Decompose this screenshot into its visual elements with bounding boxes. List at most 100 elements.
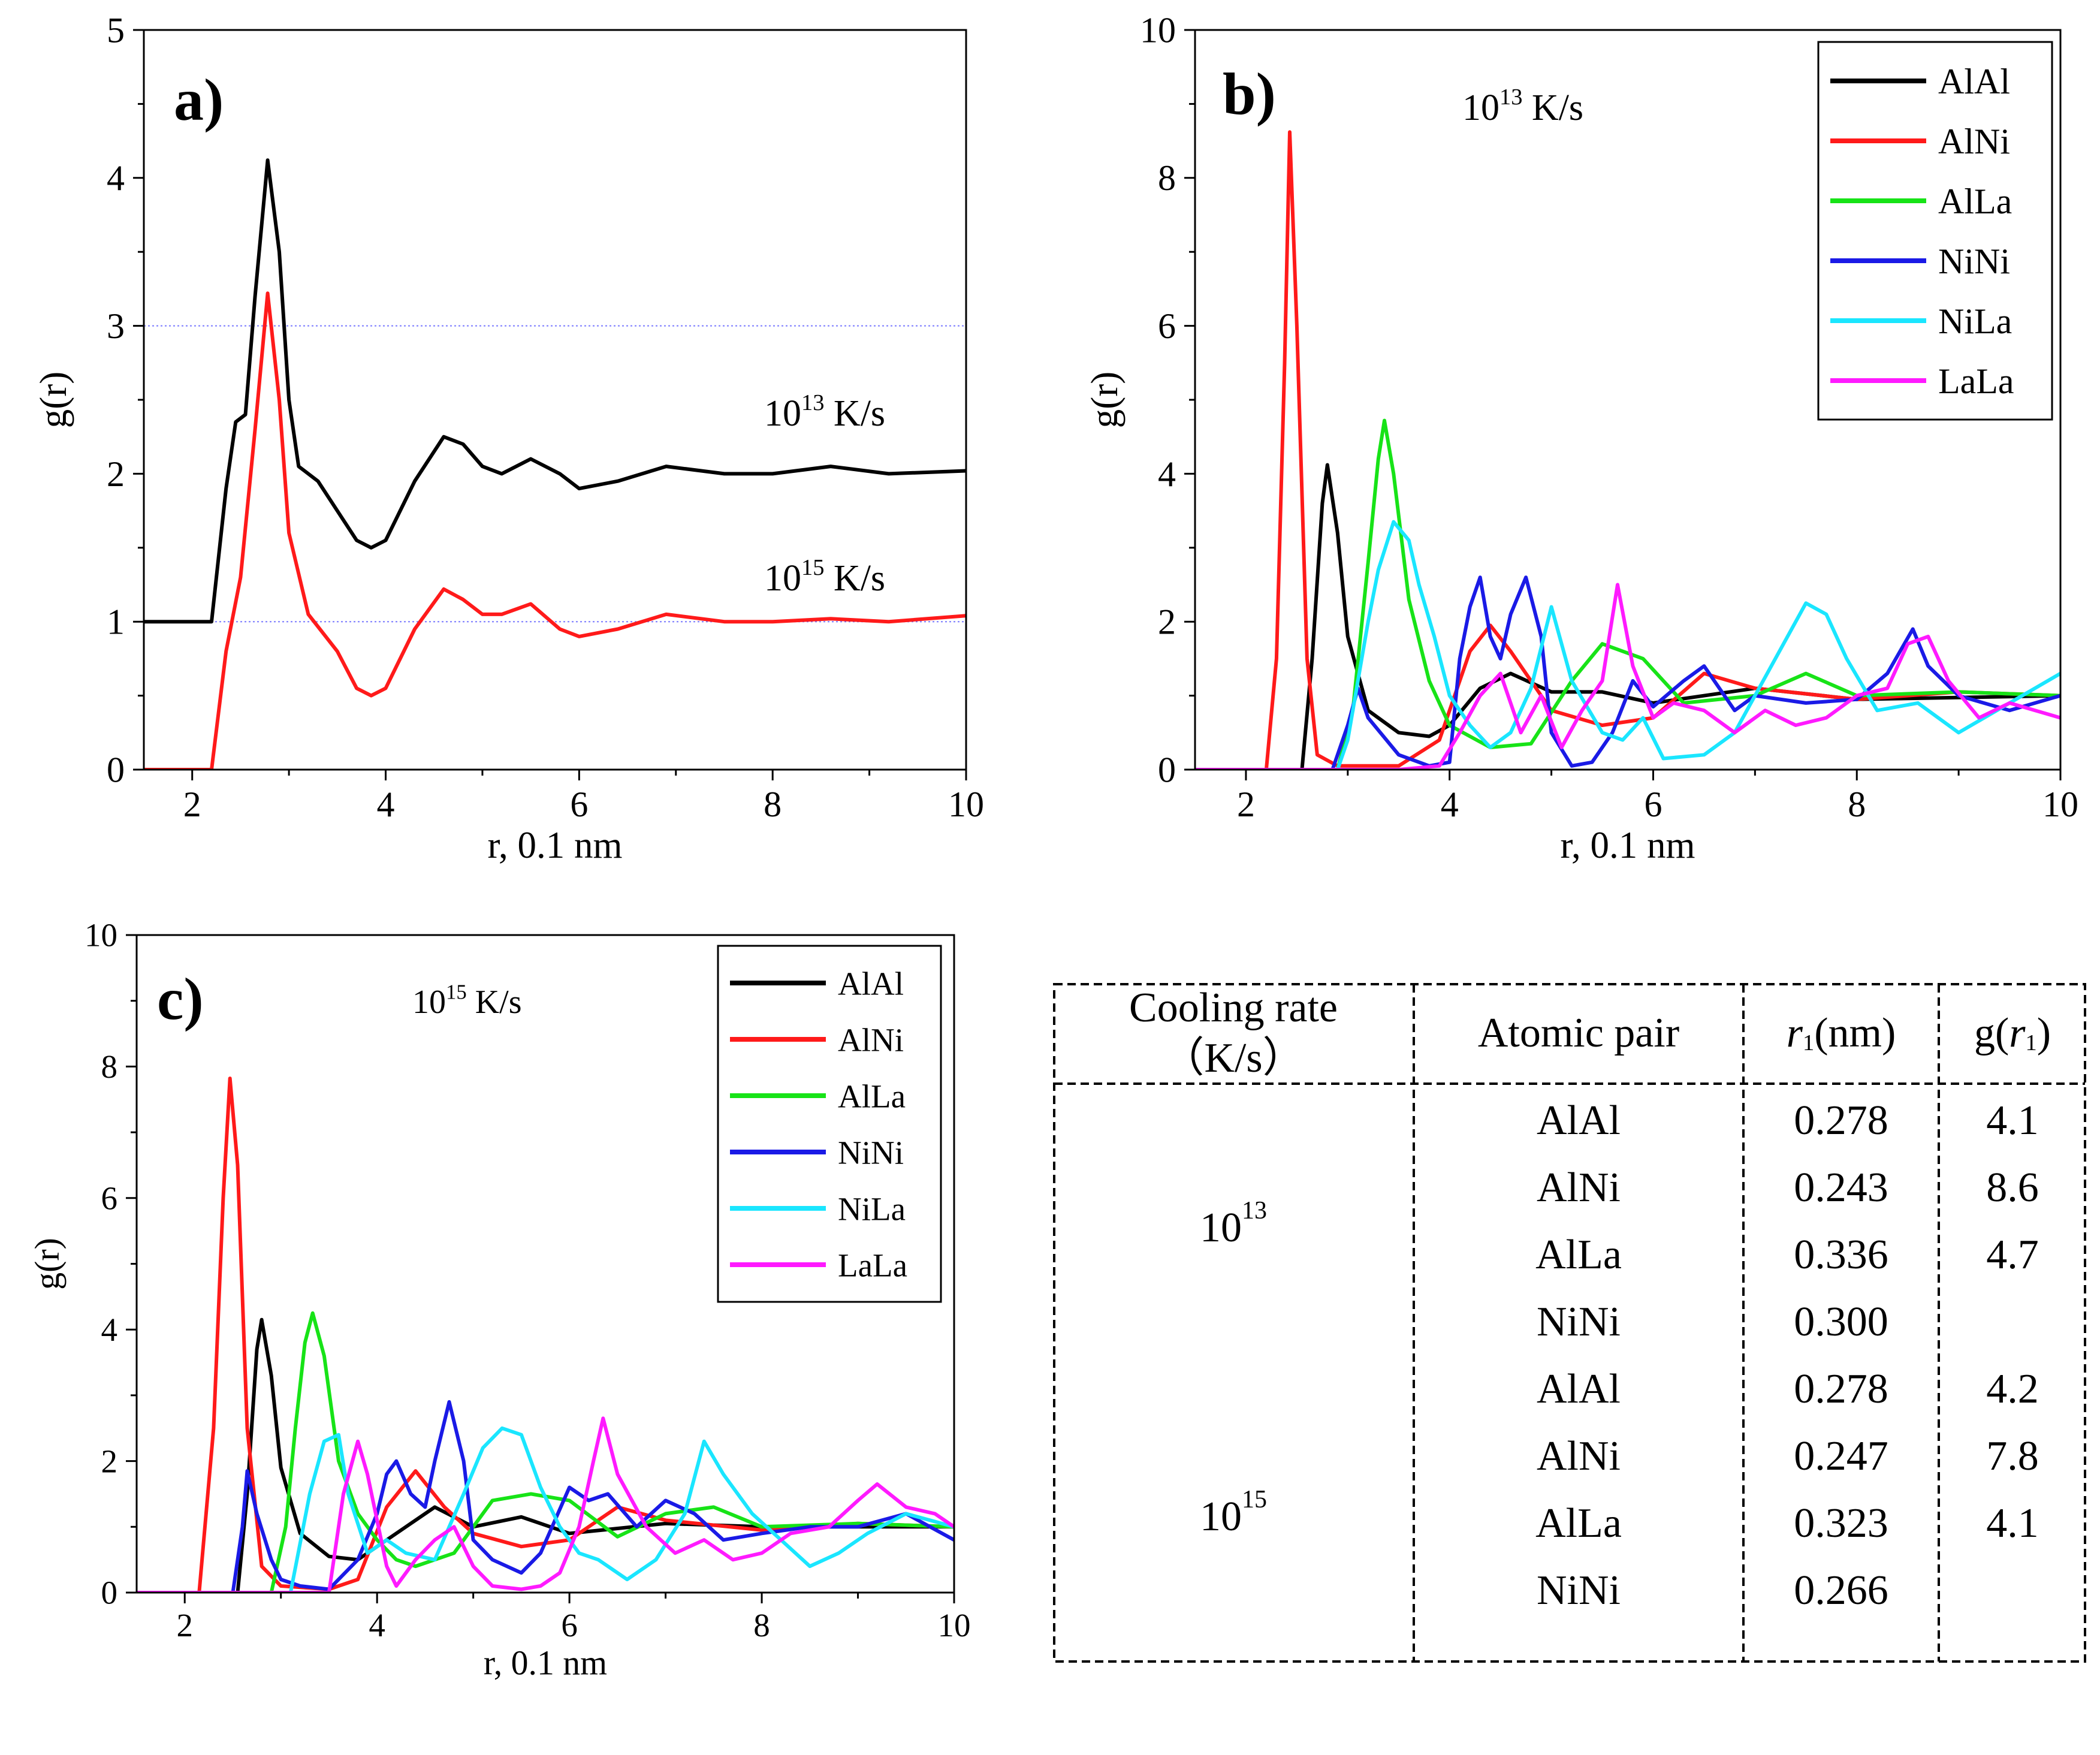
legend-label-alal: AlAl: [1938, 62, 2010, 101]
panel-b: 2 4 6 8 10 0 2 4 6 8 10 r, 0.1 nm g(r) b) 1013 K/s AlAl…: [1084, 10, 2078, 866]
x-tick-label: 2: [1237, 785, 1255, 824]
legend-label-nini: NiNi: [838, 1134, 904, 1171]
r1-cell: 0.278: [1794, 1097, 1888, 1144]
panel-label: a): [174, 67, 224, 133]
series-line-10-15-k-s: [144, 291, 966, 770]
legend: AlAl AlNi AlLa NiNi NiLa LaLa: [717, 945, 942, 1303]
header-g-sub: 1: [2025, 1030, 2037, 1056]
legend-label-alni: AlNi: [1938, 122, 2010, 161]
r1-cell: 0.266: [1794, 1567, 1888, 1614]
pair-cell: AlAl: [1537, 1366, 1621, 1412]
rate-exp: 15: [1242, 1486, 1267, 1514]
y-tick-label: 4: [101, 1311, 118, 1348]
header-cooling-rate-label: Cooling rate: [1129, 985, 1338, 1031]
x-tick-label: 6: [1644, 785, 1662, 824]
pair-cell: NiNi: [1537, 1567, 1621, 1614]
legend-label-alni: AlNi: [838, 1021, 904, 1058]
header-g-var: r: [2009, 1010, 2026, 1056]
y-tick-label: 2: [1158, 602, 1176, 642]
series-group: [144, 158, 966, 770]
series-line-10-13-k-s-offset-1-: [144, 158, 966, 624]
g-cell: [1939, 1289, 2086, 1356]
header-cooling-rate-unit: （K/s）: [1162, 1035, 1305, 1081]
g-cell: 4.7: [1986, 1232, 2039, 1278]
y-tick-label: 1: [107, 602, 125, 642]
panel-label: c): [157, 966, 204, 1032]
y-axis-label: g(r): [32, 372, 74, 428]
x-tick-label: 6: [561, 1607, 578, 1644]
rate-label: 1013 K/s: [1462, 85, 1583, 128]
y-axis-label: g(r): [1084, 372, 1126, 428]
y-tick-label: 0: [101, 1575, 118, 1611]
x-tick-label: 8: [1848, 785, 1866, 824]
x-tick-label: 4: [377, 785, 395, 824]
header-g-close: ): [2036, 1010, 2051, 1056]
rate-exp: 13: [1242, 1197, 1267, 1225]
series-line-nini: [1195, 575, 2060, 770]
panel-a: 2 4 6 8 10 0 1 2 3 4 5 r, 0.1 nm g(r) a) 1013 K/s 1015 …: [32, 10, 984, 866]
y-tick-label: 0: [1158, 750, 1176, 789]
y-axis-label: g(r): [29, 1238, 67, 1290]
table-grid: [1053, 983, 2086, 1663]
r1-cell: 0.300: [1794, 1299, 1888, 1345]
x-tick-label: 6: [570, 785, 588, 824]
rate-cell-group-2: 1015: [1053, 1373, 1414, 1661]
y-tick-label: 10: [1140, 10, 1176, 50]
legend-label-alal: AlAl: [838, 965, 904, 1002]
g-cell: [1939, 1557, 2086, 1624]
y-tick-label: 6: [101, 1180, 118, 1217]
x-axis-label: r, 0.1 nm: [488, 824, 623, 866]
pair-cell: AlNi: [1537, 1433, 1621, 1479]
legend-box: [717, 945, 942, 1303]
y-tick-label: 6: [1158, 306, 1176, 346]
legend: AlAl AlNi AlLa NiNi NiLa LaLa: [1817, 41, 2053, 421]
series-line-nila: [1195, 520, 2060, 770]
series-line-alni: [137, 1076, 954, 1593]
series-line-alal: [1195, 463, 2060, 770]
pair-cell: AlLa: [1535, 1500, 1622, 1546]
r1-cell: 0.243: [1794, 1165, 1888, 1211]
pair-cell: AlNi: [1537, 1165, 1621, 1211]
x-tick-label: 8: [764, 785, 782, 824]
g-cell: 8.6: [1986, 1165, 2039, 1211]
y-tick-label: 4: [1158, 454, 1176, 494]
results-table: Cooling rate （K/s） Atomic pair r1(nm) g(…: [1053, 983, 2086, 1663]
x-tick-label: 10: [2042, 785, 2078, 824]
pair-cell: NiNi: [1537, 1299, 1621, 1345]
series-group: [137, 1076, 954, 1593]
x-tick-label: 2: [176, 1607, 193, 1644]
g-cell: 4.2: [1986, 1366, 2039, 1412]
series-line-lala: [1195, 583, 2060, 770]
legend-label-lala: LaLa: [838, 1247, 907, 1283]
header-g-r1: g(r1): [1939, 983, 2086, 1084]
annotation-rate-13: 1013 K/s: [764, 390, 885, 434]
pair-cell: AlAl: [1537, 1097, 1621, 1144]
series-group: [1195, 130, 2060, 770]
g-cell: 4.1: [1986, 1500, 2039, 1546]
r1-cell: 0.323: [1794, 1500, 1888, 1546]
rate-cell-group-1: 1013: [1053, 1084, 1414, 1373]
r1-cell: 0.336: [1794, 1232, 1888, 1278]
header-r1: r1(nm): [1743, 983, 1939, 1084]
pair-cell: AlLa: [1535, 1232, 1622, 1278]
header-cooling-rate: Cooling rate （K/s）: [1053, 983, 1414, 1084]
x-tick-label: 2: [183, 785, 201, 824]
header-g-open: g(: [1974, 1010, 2010, 1056]
series-line-nini: [137, 1400, 954, 1593]
rate-label: 1015 K/s: [412, 980, 522, 1021]
annotation-rate-15: 1015 K/s: [764, 555, 885, 599]
x-tick-label: 4: [369, 1607, 385, 1644]
panel-c: 2 4 6 8 10 0 2 4 6 8 10 r, 0.1 nm g(r) c) 1015 K/s AlAl…: [29, 917, 971, 1682]
header-r1-var: r: [1786, 1010, 1803, 1056]
x-axis-label: r, 0.1 nm: [484, 1644, 607, 1682]
r1-cell: 0.278: [1794, 1366, 1888, 1412]
y-tick-label: 5: [107, 10, 125, 50]
series-line-nila: [137, 1426, 954, 1593]
y-tick-label: 8: [1158, 158, 1176, 198]
g-cell: 7.8: [1986, 1433, 2039, 1479]
legend-box: [1817, 41, 2053, 421]
g-cell: 4.1: [1986, 1097, 2039, 1144]
y-tick-label: 2: [101, 1443, 118, 1479]
legend-label-nila: NiLa: [838, 1190, 906, 1227]
